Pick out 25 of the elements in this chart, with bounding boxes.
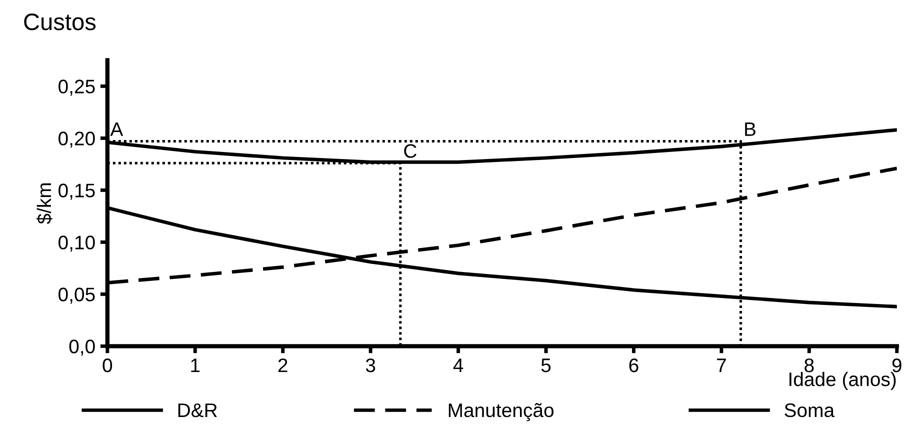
y-tick-label: 0,20 xyxy=(58,132,95,148)
x-tick-label: 7 xyxy=(717,358,726,372)
x-tick-label: 0 xyxy=(102,358,112,372)
x-tick-label: 1 xyxy=(191,358,200,372)
x-tick-label: 2 xyxy=(278,358,288,372)
x-tick-label: 6 xyxy=(629,358,638,372)
legend-label: Soma xyxy=(784,403,835,418)
y-tick-label: 0,10 xyxy=(58,236,95,252)
x-tick-label: 9 xyxy=(892,358,902,372)
y-tick-label: 0,25 xyxy=(58,80,95,96)
chart-title: Custos xyxy=(24,14,96,30)
annotation: B xyxy=(745,122,756,136)
legend-label: Manutenção xyxy=(448,403,554,422)
x-axis-title: Idade (anos) xyxy=(790,372,896,390)
y-tick-label: 0,0 xyxy=(69,340,95,356)
y-tick-label: 0,15 xyxy=(58,184,95,200)
x-tick-label: 8 xyxy=(804,358,814,372)
annotation: C xyxy=(404,144,416,158)
y-axis-title: $/km xyxy=(36,183,52,224)
legend-label: D&R xyxy=(178,404,217,418)
x-tick-label: 4 xyxy=(453,358,464,372)
x-tick-label: 5 xyxy=(541,358,551,372)
x-tick-label: 3 xyxy=(366,358,376,372)
y-tick-label: 0,05 xyxy=(58,288,95,304)
annotation: A xyxy=(110,122,124,136)
